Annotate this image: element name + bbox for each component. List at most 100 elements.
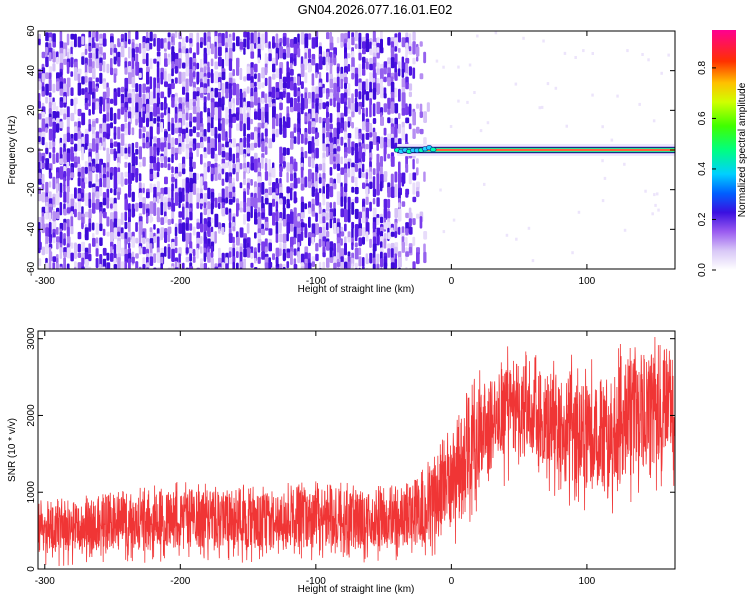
noise-cell [293,127,297,133]
noise-cell [408,33,412,45]
noise-cell [120,93,125,105]
noise-cell [365,33,369,40]
noise-cell [174,247,178,254]
noise-cell [315,36,318,48]
noise-cell [192,81,196,89]
noise-cell [394,171,398,183]
noise-cell [156,61,160,69]
noise-cell [398,208,402,222]
noise-cell [200,198,204,204]
noise-speck [574,56,577,59]
noise-cell [182,102,185,111]
noise-cell [300,133,304,144]
figure-title: GN04.2026.077.16.01.E02 [298,2,453,17]
noise-cell [167,163,171,171]
noise-cell [257,108,262,121]
noise-cell [380,216,384,224]
noise-cell [192,106,197,115]
noise-cell [380,136,384,149]
noise-cell [41,51,46,59]
noise-cell [254,111,258,120]
noise-cell [329,92,334,101]
noise-cell [344,121,347,134]
noise-cell [164,231,168,243]
noise-cell [354,196,359,204]
noise-cell [146,42,150,51]
noise-cell [398,267,401,269]
noise-cell [408,91,412,98]
noise-cell [164,147,168,159]
noise-cell [221,227,225,235]
noise-cell [200,223,204,233]
noise-cell [236,112,240,121]
noise-cell [99,178,102,190]
noise-cell [261,122,265,129]
noise-cell [38,258,42,267]
noise-cell [171,117,174,125]
noise-cell [102,122,107,135]
noise-cell [264,146,268,155]
noise-cell [336,191,341,206]
noise-cell [354,97,358,103]
noise-cell [167,32,171,38]
noise-cell [99,211,103,224]
noise-cell [408,103,412,117]
noise-cell [340,128,344,134]
noise-cell [311,236,315,245]
noise-cell [59,47,64,56]
noise-cell [383,93,387,99]
noise-cell [70,71,74,77]
noise-cell [311,127,316,134]
noise-cell [275,43,279,49]
noise-cell [41,111,45,118]
snr-x-axis: -300 -200 -100 0 100 [35,331,596,587]
noise-cell [95,143,99,156]
noise-cell [45,72,50,79]
snr-x-tick-label: -300 [35,576,55,587]
noise-cell [48,237,52,244]
noise-cell [351,227,354,239]
noise-cell [383,76,387,83]
noise-cell [218,46,222,57]
noise-cell [344,106,348,117]
noise-cell [189,47,192,54]
noise-cell [185,192,189,203]
noise-cell [149,58,153,70]
noise-cell [185,232,190,245]
noise-cell [333,262,337,269]
noise-cell [92,121,96,128]
noise-cell [412,67,416,79]
noise-cell [48,152,52,159]
noise-cell [70,226,74,235]
noise-speck [591,93,594,97]
noise-cell [250,118,253,125]
noise-cell [243,137,247,148]
noise-cell [246,86,250,94]
noise-cell [95,199,100,210]
noise-cell [304,98,308,109]
noise-cell [369,63,373,71]
noise-cell [178,163,183,175]
noise-cell [326,32,330,40]
noise-cell [110,122,113,129]
noise-cell [142,246,146,255]
noise-cell [423,231,428,240]
noise-cell [225,177,229,183]
noise-cell [300,222,305,228]
noise-cell [66,186,70,193]
noise-cell [128,188,132,198]
noise-cell [128,172,132,185]
noise-cell [261,37,265,51]
noise-cell [329,113,333,123]
noise-cell [74,208,77,218]
noise-cell [372,248,376,259]
noise-cell [128,46,131,59]
noise-cell [196,248,199,259]
noise-cell [246,247,251,258]
noise-cell [45,243,49,255]
noise-cell [268,96,272,108]
noise-cell [383,67,387,75]
noise-cell [88,52,93,59]
noise-cell [401,241,405,253]
